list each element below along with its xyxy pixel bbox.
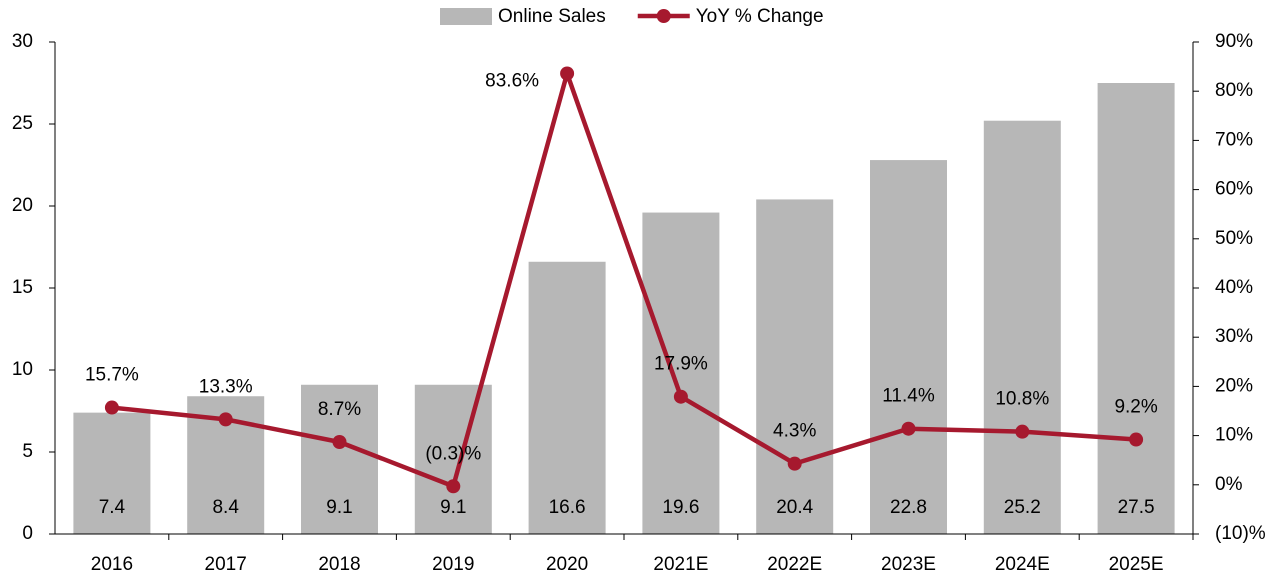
bar [1097,83,1175,534]
line-point [1129,432,1144,447]
y-tick-label: 30 [12,31,33,52]
line [111,71,1137,489]
bar [756,199,834,534]
bar-value-label: 7.4 [99,497,126,518]
bar [642,212,720,534]
line-point [104,400,119,415]
bar [73,412,151,534]
y2-tick-label: 10% [1215,425,1253,446]
y2-tick-label: 40% [1215,277,1253,298]
bar [870,160,947,534]
bar-value-label: 27.5 [1118,497,1155,518]
x-tick-label: 2022E [767,554,822,575]
x-tick-label: 2018 [318,554,360,575]
x-tick-label: 2021E [653,554,708,575]
x-tick-label: 2023E [881,554,936,575]
y2-tick-label: 70% [1215,129,1253,150]
line-point [332,434,347,449]
bar [983,120,1061,534]
legend-label: YoY % Change [696,6,824,27]
y-tick-label: 5 [22,441,33,462]
y-tick-label: 25 [12,113,33,134]
line-point [787,456,802,471]
x-tick-label: 2025E [1109,554,1164,575]
y2-tick-label: 0% [1215,474,1243,495]
legend-label: Online Sales [498,6,606,27]
line-value-label: 11.4% [882,386,935,407]
line-point [1015,424,1030,439]
bar-value-label: 22.8 [890,497,927,518]
legend-swatch-point [656,9,671,23]
y-tick-label: 15 [12,277,33,298]
x-tick-label: 2017 [205,554,247,575]
line-value-label: 13.3% [199,376,253,397]
y2-tick-label: 20% [1215,375,1253,396]
x-tick-label: 2020 [546,554,588,575]
bar-value-label: 25.2 [1004,497,1041,518]
x-tick-label: 2019 [432,554,474,575]
bar-value-label: 9.1 [440,497,466,518]
bar-value-label: 20.4 [776,497,813,518]
line-value-label: 4.3% [773,421,816,442]
bar-value-label: 16.6 [549,497,586,518]
y-tick-label: 20 [12,195,33,216]
line-value-label: 10.8% [995,389,1049,410]
line-point [218,412,233,427]
line-value-label: 83.6% [485,71,539,92]
bar-value-label: 19.6 [662,497,699,518]
bar [414,384,492,534]
bar-value-label: 8.4 [212,497,239,518]
line-value-label: 15.7% [85,365,139,386]
y2-tick-label: 60% [1215,179,1253,200]
y-tick-label: 0 [22,523,33,544]
y-tick-label: 10 [12,359,33,380]
line-point [560,66,575,81]
y2-tick-label: 50% [1215,228,1253,249]
y2-tick-label: 90% [1215,31,1253,52]
bar [528,261,606,534]
line-value-label: 8.7% [318,399,361,420]
y2-tick-label: (10)% [1215,523,1266,544]
line-value-label: 17.9% [654,354,708,375]
y2-tick-label: 30% [1215,326,1253,347]
bar [301,384,378,534]
y2-tick-label: 80% [1215,80,1253,101]
line-point [446,479,461,494]
x-tick-label: 2024E [995,554,1050,575]
line-value-label: (0.3)% [425,443,481,464]
x-tick-label: 2016 [91,554,133,575]
line-value-label: 9.2% [1114,397,1157,418]
legend-swatch [440,8,492,25]
line-point [673,389,688,404]
line-point [901,421,916,436]
bar-value-label: 9.1 [326,497,352,518]
